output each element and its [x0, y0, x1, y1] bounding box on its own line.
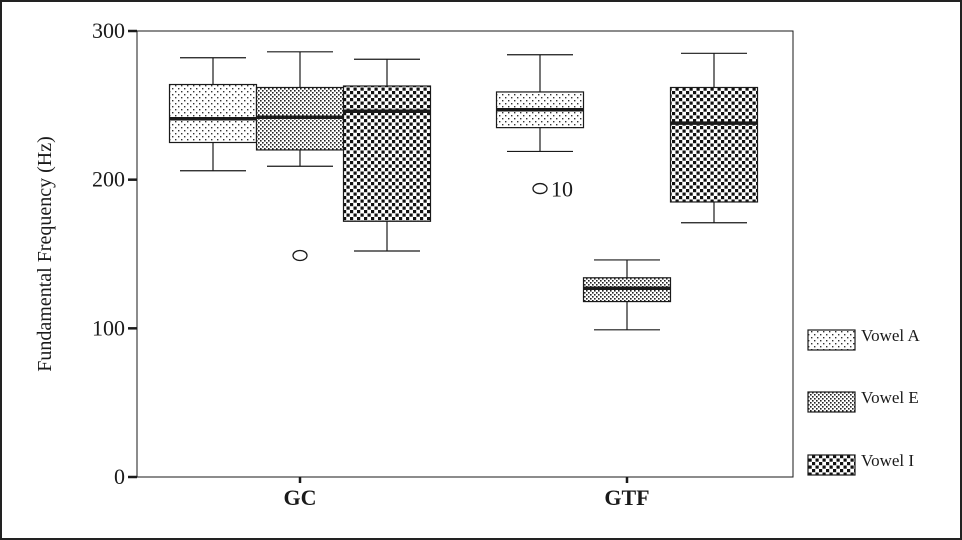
y-tick-label-100: 100: [92, 315, 125, 340]
x-tick-label-gc: GC: [284, 485, 317, 510]
y-tick-label-0: 0: [114, 464, 125, 489]
legend-swatch: [807, 454, 856, 476]
box-vowel-a-gc: [168, 57, 258, 172]
legend-item-vowel-e: Vowel E: [807, 388, 919, 413]
plot-area: [136, 30, 794, 478]
box-vowel-e-gc: [255, 51, 345, 262]
outlier-marker: [292, 249, 308, 262]
x-tick-label-gtf: GTF: [604, 485, 649, 510]
box-vowel-a-gtf: 10: [495, 54, 585, 202]
box-vowel-i-gtf: [669, 52, 759, 224]
box-vowel-e-gtf: [582, 259, 672, 331]
legend: Vowel A Vowel E Vowel I: [807, 326, 920, 476]
y-tick-label-200: 200: [92, 167, 125, 192]
y-tick-label-300: 300: [92, 18, 125, 43]
outlier-label: 10: [551, 177, 573, 202]
outlier-marker: [532, 182, 548, 195]
y-axis-title: Fundamental Frequency (Hz): [34, 136, 56, 371]
box-iqr: [342, 85, 432, 222]
box-layer: 10: [168, 51, 759, 331]
legend-label: Vowel I: [861, 451, 914, 470]
legend-item-vowel-i: Vowel I: [807, 451, 914, 476]
x-axis: GC GTF: [284, 477, 650, 510]
legend-swatch: [807, 391, 856, 413]
box-vowel-i-gc: [342, 58, 432, 252]
legend-item-vowel-a: Vowel A: [807, 326, 920, 351]
legend-label: Vowel E: [861, 388, 919, 407]
y-axis: 0 100 200 300: [92, 18, 137, 489]
box-iqr: [669, 86, 759, 203]
legend-label: Vowel A: [861, 326, 920, 345]
legend-swatch: [807, 329, 856, 351]
box-iqr: [168, 83, 258, 144]
